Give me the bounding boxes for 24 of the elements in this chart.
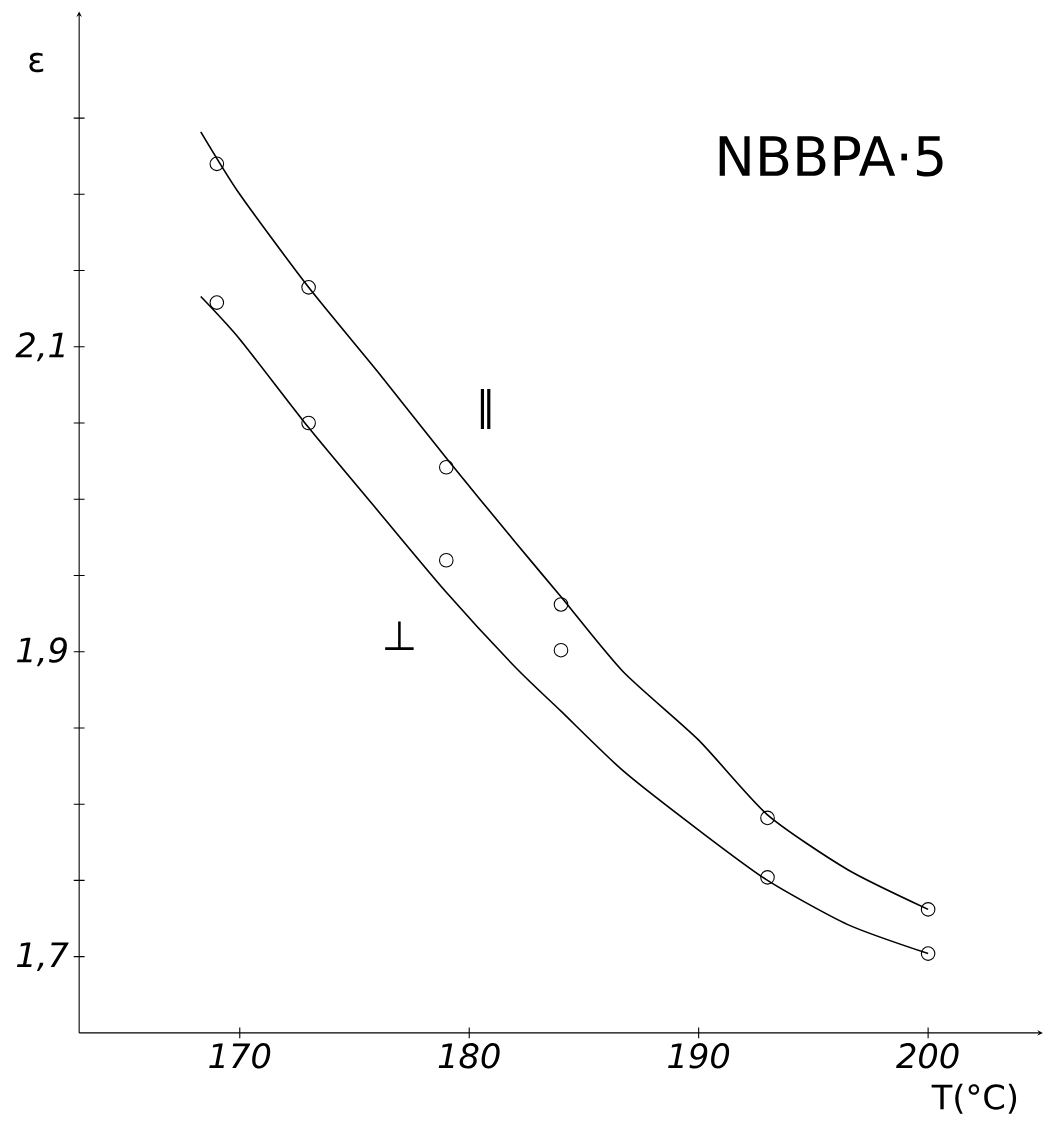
point <box>301 415 316 431</box>
point <box>920 946 936 961</box>
y-tick-label: 2,1 <box>15 332 64 362</box>
point <box>553 597 569 612</box>
point <box>553 642 569 658</box>
x-tick-label: 190 <box>668 1043 730 1069</box>
y-tick-label: 1,7 <box>16 942 69 971</box>
series-label: ⊥ <box>385 621 414 650</box>
x-axis-title: T(°C) <box>931 1083 1016 1114</box>
point <box>438 552 454 568</box>
x-tick-label: 170 <box>209 1043 271 1069</box>
point <box>301 280 316 295</box>
point <box>209 295 225 310</box>
point <box>760 870 775 885</box>
y-tick-label: 1,9 <box>16 637 67 667</box>
point <box>920 902 936 917</box>
point <box>209 156 225 172</box>
point <box>438 459 454 475</box>
series-label: ∥ <box>480 388 491 429</box>
point <box>760 810 775 826</box>
y-axis-title: ε <box>29 52 44 73</box>
text: NBBPA·5 <box>719 136 943 177</box>
x-tick-label: 200 <box>895 1043 959 1069</box>
x-tick-label: 180 <box>438 1043 500 1069</box>
